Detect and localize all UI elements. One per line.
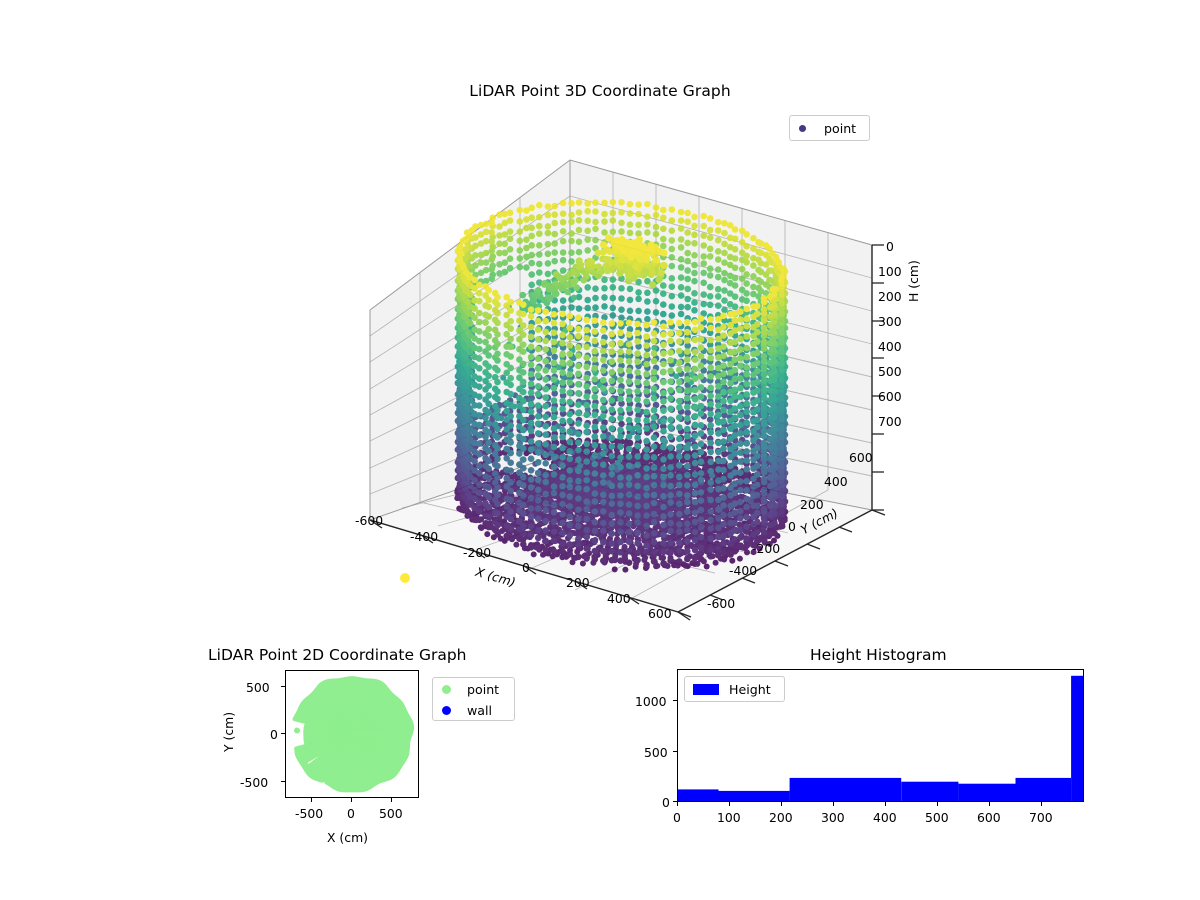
wall-marker-icon (442, 706, 451, 715)
plot3d-ztick-7: 700 (878, 414, 902, 429)
hist-xtick-mark-200 (781, 802, 783, 806)
legend-entry-point: point (433, 679, 514, 700)
hist-xtick-mark-300 (833, 802, 835, 806)
hist-xtick-300: 300 (821, 810, 845, 825)
plot3d-xtick-0: -600 (355, 513, 383, 528)
plot2d-xaxis-label: X (cm) (327, 830, 368, 845)
plot3d-xtick-4: 200 (566, 575, 590, 590)
hist-xtick-mark-100 (729, 802, 731, 806)
plot2d-xtick-mark-500 (391, 798, 393, 802)
hist-xtick-200: 200 (769, 810, 793, 825)
plot2d-ytick-0: 0 (270, 727, 278, 742)
plot3d-ztick-4: 400 (878, 339, 902, 354)
plot2d-xtick-n500: -500 (295, 806, 323, 821)
plot2d-xtick-mark-n500 (311, 798, 313, 802)
plot2d-axes (285, 670, 419, 798)
plot3d-xtick-6: 600 (648, 606, 672, 621)
plot3d-xtick-3: 0 (522, 560, 530, 575)
origin-marker (400, 573, 410, 583)
plot3d-ytick-4: 200 (800, 497, 824, 512)
plot2d-ytick-mark-n500 (281, 781, 285, 783)
hist-title: Height Histogram (810, 646, 947, 664)
plot3d-xtick-5: 400 (607, 591, 631, 606)
height-swatch-icon (693, 683, 719, 695)
plot3d-ytick-1: -400 (729, 563, 757, 578)
plot3d-title: LiDAR Point 3D Coordinate Graph (0, 82, 1200, 100)
hist-xtick-400: 400 (873, 810, 897, 825)
plot2d-ytick-mark-0 (281, 733, 285, 735)
legend-entry-height: Height (685, 677, 784, 701)
plot2d-ytick-500: 500 (246, 680, 270, 695)
hist-ytick-500: 500 (644, 745, 668, 760)
plot3d-ztick-2: 200 (878, 289, 902, 304)
hist-xtick-mark-0 (677, 802, 679, 806)
hist-xtick-mark-600 (989, 802, 991, 806)
hist-ytick-mark-500 (673, 751, 677, 753)
hist-ytick-mark-1000 (673, 700, 677, 702)
plot3d-ytick-0: -600 (707, 596, 735, 611)
legend-entry-point: point (790, 116, 869, 140)
hist-xtick-mark-400 (885, 802, 887, 806)
plot3d-ztick-6: 600 (878, 389, 902, 404)
plot3d-ytick-5: 400 (824, 474, 848, 489)
plot3d-ytick-2: -200 (752, 541, 780, 556)
plot2d-ytick-n500: -500 (240, 775, 268, 790)
point-marker-icon (799, 124, 806, 132)
legend-entry-wall: wall (433, 700, 514, 721)
plot2d-xtick-0: 0 (347, 806, 355, 821)
hist-legend: Height (684, 676, 785, 702)
plot2d-xtick-500: 500 (379, 806, 403, 821)
plot3d-axes (360, 150, 890, 630)
plot2d-xtick-mark-0 (351, 798, 353, 802)
plot3d-xtick-1: -400 (410, 529, 438, 544)
plot3d-ztick-0: 0 (886, 239, 894, 254)
hist-ytick-0: 0 (662, 795, 670, 810)
hist-xtick-mark-500 (937, 802, 939, 806)
legend-label: Height (729, 682, 771, 697)
legend-label: point (467, 682, 499, 697)
plot3d-ztick-1: 100 (878, 264, 902, 279)
hist-xtick-100: 100 (717, 810, 741, 825)
hist-xtick-mark-700 (1041, 802, 1043, 806)
plot3d-ztick-3: 300 (878, 314, 902, 329)
plot3d-ztick-5: 500 (878, 364, 902, 379)
hist-ytick-1000: 1000 (635, 694, 667, 709)
hist-xtick-0: 0 (673, 810, 681, 825)
plot3d-ytick-6: 600 (849, 450, 873, 465)
legend-label: point (824, 121, 856, 136)
plot3d-zaxis-label: H (cm) (906, 260, 921, 302)
point-marker-icon (442, 685, 451, 694)
plot2d-title: LiDAR Point 2D Coordinate Graph (208, 646, 466, 664)
plot2d-yaxis-label: Y (cm) (221, 712, 236, 752)
plot3d-legend: point (789, 115, 870, 141)
plot2d-ytick-mark-500 (281, 686, 285, 688)
hist-xtick-500: 500 (925, 810, 949, 825)
hist-ytick-mark-0 (673, 801, 677, 803)
legend-label: wall (467, 703, 492, 718)
plot3d-ytick-3: 0 (788, 519, 796, 534)
hist-xtick-600: 600 (977, 810, 1001, 825)
plot2d-legend: point wall (432, 677, 515, 721)
plot3d-xtick-2: -200 (463, 545, 491, 560)
hist-xtick-700: 700 (1029, 810, 1053, 825)
